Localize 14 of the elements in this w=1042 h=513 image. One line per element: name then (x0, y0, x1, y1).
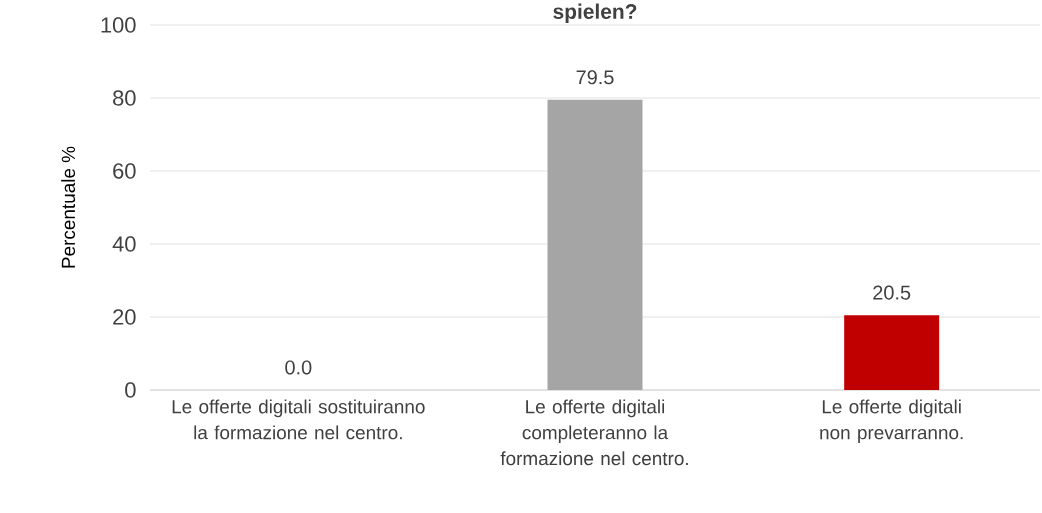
y-tick-label: 20 (113, 309, 136, 325)
y-tick-label: 0 (125, 382, 136, 398)
data-label: 0.0 (285, 360, 312, 375)
x-tick-label: Le offerte digitali non prevarranno. (820, 399, 963, 444)
chart-title: spielen? (553, 3, 637, 24)
y-tick-label: 60 (113, 163, 136, 179)
y-tick-label: 100 (101, 17, 136, 33)
data-label: 20.5 (873, 285, 911, 300)
y-tick-label: 80 (113, 90, 136, 106)
x-tick-label: Le offerte digitali sostituiranno la formazione nel centro. (172, 399, 425, 440)
x-tick-label: Le offerte digitali completeranno la formazione nel centro. (500, 399, 688, 466)
data-label: 79.5 (576, 70, 614, 85)
y-tick-label: 40 (112, 236, 136, 252)
y-axis-title: Percentuale % (61, 146, 76, 268)
